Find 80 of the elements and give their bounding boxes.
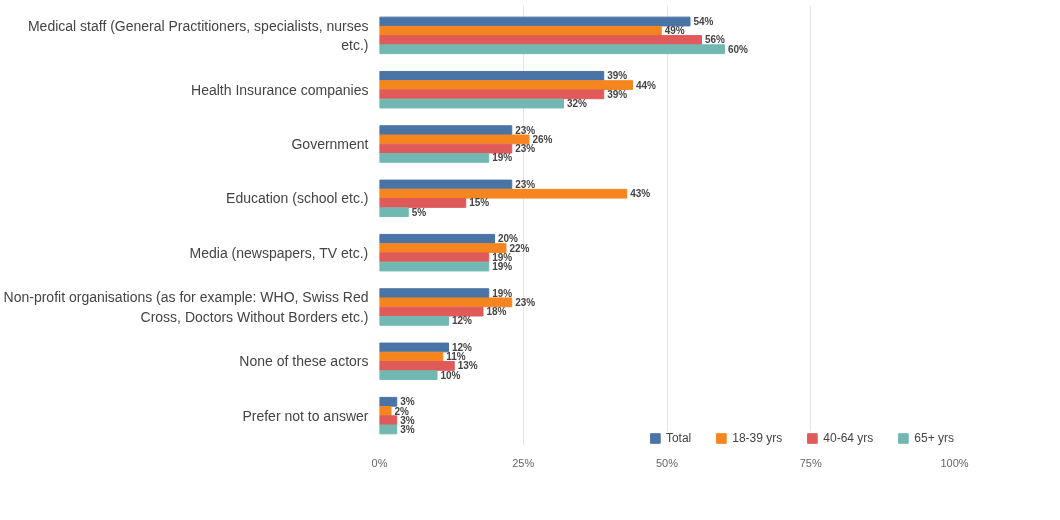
y-tick-label: Media (newspapers, TV etc.) (189, 244, 369, 261)
data-label: 3% (400, 414, 415, 426)
bar (379, 261, 490, 272)
y-tick-label: Government (291, 136, 369, 153)
bar (379, 152, 490, 163)
data-label: 23% (515, 178, 536, 190)
x-tick-label: 25% (512, 456, 535, 469)
legend-label: 18-39 yrs (732, 431, 783, 445)
bar (379, 306, 484, 317)
legend-label: Total (665, 431, 692, 445)
bar (379, 351, 444, 362)
y-tick-label: Education (school etc.) (226, 190, 369, 207)
data-label: 15% (469, 197, 490, 209)
bar (379, 370, 438, 381)
y-tick-label: None of these actors (239, 353, 369, 370)
bar (379, 406, 392, 416)
data-label: 2% (394, 405, 410, 417)
x-tick-label: 100% (940, 456, 969, 469)
legend-label: 40-64 yrs (823, 431, 874, 445)
data-label: 23% (515, 143, 536, 155)
x-tick-label: 0% (371, 456, 388, 469)
data-label: 11% (446, 351, 466, 363)
data-label: 44% (635, 79, 657, 91)
data-label: 20% (497, 233, 519, 245)
bar (379, 207, 409, 218)
data-label: 49% (664, 25, 685, 37)
data-label: 26% (532, 133, 553, 145)
x-tick-label: 50% (655, 456, 679, 469)
data-label: 19% (492, 261, 513, 273)
bar (379, 125, 513, 136)
bar (379, 243, 507, 253)
data-label: 19% (492, 152, 513, 164)
y-tick-label: Health Insurance companies (191, 81, 369, 98)
data-label: 39% (607, 70, 628, 82)
bar (379, 70, 605, 81)
bar (379, 342, 449, 353)
bar (379, 80, 633, 90)
bar (379, 233, 495, 244)
data-label: 32% (566, 98, 588, 110)
legend-label: 65+ yrs (914, 431, 954, 445)
bar (379, 288, 490, 299)
data-label: 5% (411, 206, 427, 218)
data-label: 60% (727, 43, 749, 55)
data-label: 3% (400, 423, 415, 435)
bar (379, 361, 455, 371)
bar (379, 16, 691, 27)
bar (379, 252, 490, 263)
bar (379, 89, 605, 100)
data-label: 13% (457, 360, 478, 372)
data-label: 18% (486, 306, 507, 318)
y-tick-label: Non-profit organisations (as for example: WHO, Swiss Red Cross, Doctors Without Borders etc.) (3, 289, 369, 325)
data-label: 12% (451, 315, 473, 327)
bar (379, 198, 467, 208)
bar (379, 424, 398, 435)
data-label: 10% (440, 369, 461, 381)
bar (379, 179, 513, 190)
data-label: 43% (630, 188, 651, 200)
data-label: 54% (693, 16, 714, 28)
bar (379, 315, 449, 326)
data-label: 19% (492, 251, 513, 263)
bar (379, 134, 530, 145)
data-label: 22% (509, 242, 530, 254)
data-label: 12% (451, 341, 473, 353)
y-tick-label: Prefer not to answer (242, 407, 369, 424)
data-label: 3% (400, 396, 415, 408)
x-tick-label: 75% (799, 456, 822, 469)
data-label: 23% (515, 124, 536, 136)
data-label: 39% (607, 88, 628, 100)
bar (379, 35, 702, 45)
bar (379, 25, 662, 36)
bar (379, 143, 513, 154)
bar (379, 297, 513, 308)
y-tick-label: Medical staff (General Practitioners, specialists, nurses etc.) (27, 17, 369, 53)
bar (379, 44, 725, 55)
data-label: 56% (704, 34, 726, 46)
bar (379, 98, 564, 109)
bar (379, 396, 398, 407)
data-label: 23% (515, 296, 536, 308)
bar (379, 188, 628, 199)
data-label: 19% (492, 287, 513, 299)
